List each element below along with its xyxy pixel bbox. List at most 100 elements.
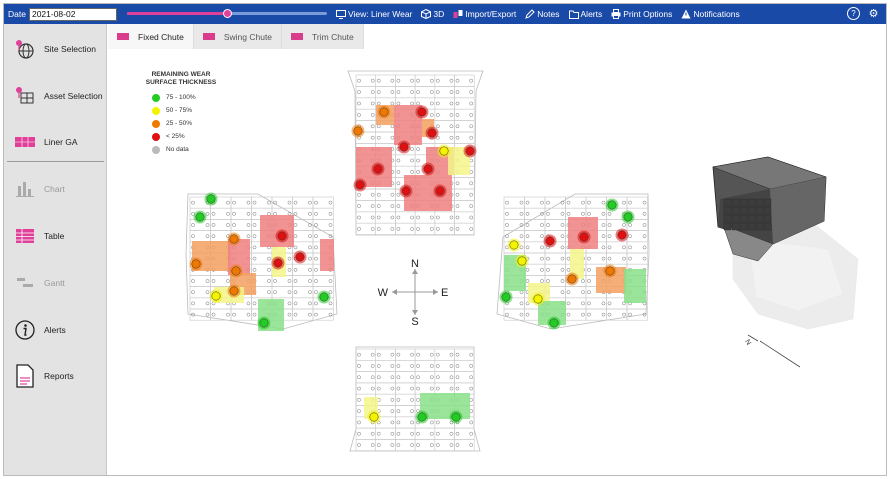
chute-swatch-icon [291,33,304,40]
bolt-hole [566,312,571,317]
bolt-hole [469,375,474,380]
bolt-hole [205,223,210,227]
cube-icon [421,9,432,19]
bolt-hole [587,256,591,261]
sidebar-item-gantt[interactable]: Gantt [4,260,107,306]
bolt-hole [328,200,333,205]
bolt-hole [505,234,509,239]
import-export-label: Import/Export [465,9,517,19]
legend-dot-grey [152,145,160,154]
tab-trim-chute[interactable]: Trim Chute [282,24,364,49]
bolt-hole [455,364,460,368]
wear-marker [195,212,205,222]
timeline-thumb[interactable] [222,9,232,18]
bolt-hole [191,312,195,317]
table-icon [8,221,42,251]
view-3d-button[interactable]: 3D [421,9,444,19]
liner-plate [626,308,648,321]
help-icon[interactable]: ? [847,7,860,20]
bolt-hole [370,101,375,106]
wear-marker [607,200,617,210]
bolt-hole [455,375,460,380]
bolt-hole [370,124,375,129]
bolt-hole [246,223,251,227]
bolt-hole [232,223,236,227]
bolt-hole [519,312,524,317]
sidebar-item-asset-selection[interactable]: Asset Selection [4,73,107,119]
legend-item-label: 50 - 75% [166,107,193,114]
bolt-hole [410,375,414,380]
bolt-hole [429,78,434,83]
wear-legend: REMAINING WEAR SURFACE THICKNESS 75 - 10… [136,71,226,156]
bolt-hole [376,192,381,197]
notifications-button[interactable]: Notifications [681,9,740,19]
bolt-hole [267,200,271,205]
bolt-hole [376,375,381,380]
model-liner-plate [763,214,772,223]
liner-plate [312,196,334,209]
bolt-hole [370,443,375,447]
bolt-hole [429,90,434,94]
sidebar-item-liner-ga[interactable]: Liner GA [4,119,107,165]
bolt-hole [314,245,318,250]
bolt-hole [642,211,647,216]
print-options-button[interactable]: Print Options [611,9,672,19]
bolt-hole [455,113,460,117]
warning-icon [681,9,691,19]
wear-marker [623,212,633,222]
bolt-hole [191,223,195,227]
bolt-hole [205,312,210,317]
tab-fixed-chute[interactable]: Fixed Chute [108,24,194,49]
bolt-hole [628,223,632,227]
model-liner-plate [739,206,748,215]
wear-marker [355,180,365,190]
bolt-hole [410,386,414,391]
sidebar-item-table[interactable]: Table [4,213,107,259]
bolt-hole [410,170,414,174]
date-input[interactable]: 2021-08-02 [28,7,117,21]
notes-button[interactable]: Notes [525,9,560,19]
bolt-hole [455,352,460,357]
wear-marker [401,186,411,196]
sidebar-item-chart[interactable]: Chart [4,166,107,212]
import-export-button[interactable]: Import/Export [453,9,516,19]
bolt-hole [455,227,460,231]
bolt-hole [308,267,312,272]
bolt-hole [328,279,333,283]
bolt-hole [273,290,277,295]
sidebar-item-site-selection[interactable]: Site Selection [4,26,107,72]
sidebar-item-reports[interactable]: Reports [4,353,107,399]
wear-marker [617,230,627,240]
bolt-hole [370,431,375,436]
bolt-hole [525,245,530,250]
timeline-slider[interactable] [126,7,327,21]
bolt-hole [455,181,460,186]
wear-marker [399,142,409,152]
bolt-hole [205,279,210,283]
bolt-hole [410,227,414,231]
bolt-hole [390,204,395,208]
wear-marker [435,186,445,196]
bolt-hole [252,211,257,216]
liner-plate [454,222,475,235]
bolt-hole [396,181,401,186]
alerts-button[interactable]: Alerts [568,9,602,19]
chute-3d-model[interactable]: N [712,156,859,368]
bolt-hole [376,431,381,436]
tab-swing-chute[interactable]: Swing Chute [193,24,283,49]
bolt-hole [410,352,414,357]
bolt-hole [566,200,571,205]
view-liner-wear-button[interactable]: View: Liner Wear [335,9,412,19]
bolt-hole [449,124,454,129]
bolt-hole [540,279,544,283]
bolt-hole [390,420,395,425]
wear-marker [465,146,475,156]
bolt-hole [396,90,401,94]
wear-marker [273,258,283,268]
settings-gear-icon[interactable]: ⚙ [868,8,879,20]
notes-label: Notes [537,9,560,19]
bolt-hole [546,279,550,283]
model-liner-plate [723,222,732,231]
bolt-hole [211,223,216,227]
sidebar-item-alerts[interactable]: Alerts [4,307,107,353]
